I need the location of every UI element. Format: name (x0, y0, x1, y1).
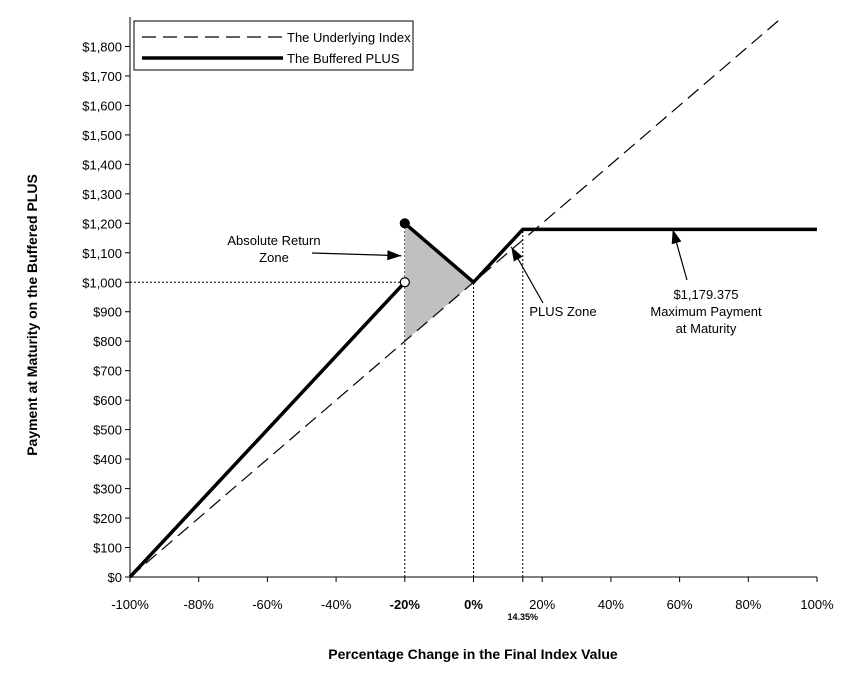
annotation-max-payment-text: $1,179.375 (673, 287, 738, 302)
y-tick-label: $700 (93, 364, 122, 379)
x-tick-label-extra: 14.35% (508, 612, 539, 622)
annotation-max-payment-text: Maximum Payment (650, 304, 762, 319)
annotation-max-payment-arrow-head (671, 229, 682, 245)
annotation-plus-zone-arrow-head (511, 246, 523, 262)
y-tick-label: $1,100 (82, 246, 122, 261)
x-tick-label: 80% (735, 597, 761, 612)
y-tick-label: $1,500 (82, 128, 122, 143)
series-lines (128, 17, 817, 579)
y-tick-label: $500 (93, 423, 122, 438)
annotation-max-payment-text: at Maturity (676, 321, 737, 336)
y-tick-label: $200 (93, 511, 122, 526)
shaded-region-group (404, 223, 474, 342)
series-markers (399, 218, 410, 288)
x-tick-label: -100% (111, 597, 149, 612)
y-tick-label: $800 (93, 334, 122, 349)
y-tick-label: $300 (93, 482, 122, 497)
series-buffered-plus-segment-0 (128, 281, 407, 579)
tick-labels: $0 $100 $200 $300 $400 $500 $600 $700 $800 $900 $1… (82, 39, 834, 622)
y-tick-label: $1,800 (82, 39, 122, 54)
y-tick-label: $1,600 (82, 98, 122, 113)
series-buffered-plus-segment-1 (403, 221, 817, 285)
x-tick-label: -80% (184, 597, 215, 612)
y-tick-label: $900 (93, 305, 122, 320)
x-tick-label: 20% (529, 597, 555, 612)
legend-label-1: The Buffered PLUS (287, 51, 400, 66)
y-tick-label: $600 (93, 393, 122, 408)
y-tick-label: $1,400 (82, 157, 122, 172)
annotations: Absolute Return Zone PLUS Zone $1,179.375 Ma… (227, 229, 762, 336)
legend-box (133, 20, 414, 71)
y-tick-label: $400 (93, 452, 122, 467)
annotation-absolute-return-arrow-head (387, 250, 402, 261)
annotation-absolute-return-text: Zone (259, 250, 289, 265)
reference-lines (130, 223, 524, 577)
y-tick-label: $0 (108, 570, 122, 585)
x-tick-label: 0% (464, 597, 483, 612)
legend-label-0: The Underlying Index (287, 30, 411, 45)
legend: The Underlying Index The Buffered PLUS (133, 20, 414, 71)
shaded-region (404, 223, 474, 342)
x-tick-label: -20% (390, 597, 421, 612)
annotation-absolute-return-arrow-line (311, 252, 402, 257)
x-axis-title: Percentage Change in the Final Index Val… (328, 646, 618, 662)
x-tick-label: 40% (598, 597, 624, 612)
x-tick-label: 100% (800, 597, 834, 612)
y-tick-label: $1,000 (82, 275, 122, 290)
x-tick-label: 60% (667, 597, 693, 612)
x-tick-label: -40% (321, 597, 352, 612)
axes (125, 17, 818, 582)
marker-filled-0 (399, 218, 410, 229)
x-tick-label: -60% (252, 597, 283, 612)
annotation-plus-zone-text: PLUS Zone (529, 304, 596, 319)
annotation-absolute-return-text: Absolute Return (227, 233, 320, 248)
y-tick-label: $1,200 (82, 216, 122, 231)
y-tick-label: $100 (93, 541, 122, 556)
y-axis-title: Payment at Maturity on the Buffered PLUS (24, 174, 40, 456)
y-tick-label: $1,700 (82, 69, 122, 84)
y-tick-label: $1,300 (82, 187, 122, 202)
marker-open-1 (399, 277, 410, 288)
